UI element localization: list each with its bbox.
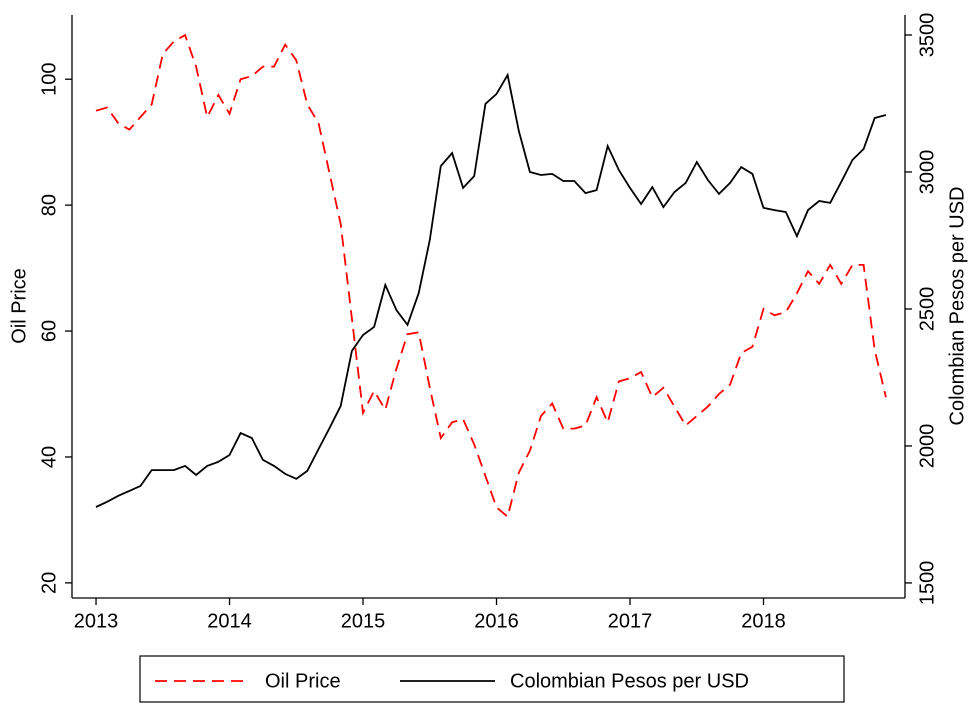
y2-axis-title: Colombian Pesos per USD bbox=[946, 187, 968, 426]
y2-tick-label: 1500 bbox=[916, 561, 938, 606]
y-tick-label: 20 bbox=[38, 572, 60, 594]
x-tick-label: 2015 bbox=[341, 610, 386, 632]
series-line bbox=[95, 33, 887, 519]
legend-label: Oil Price bbox=[265, 670, 341, 692]
y-tick-label: 60 bbox=[38, 320, 60, 342]
y-tick-label: 100 bbox=[38, 63, 60, 96]
legend-label: Colombian Pesos per USD bbox=[510, 670, 749, 692]
y2-tick-label: 3000 bbox=[916, 150, 938, 195]
x-tick-label: 2014 bbox=[207, 610, 252, 632]
x-tick-label: 2018 bbox=[741, 610, 786, 632]
y-tick-label: 40 bbox=[38, 446, 60, 468]
x-tick-label: 2016 bbox=[474, 610, 519, 632]
legend-box bbox=[139, 655, 845, 703]
y-tick-label: 80 bbox=[38, 194, 60, 216]
y2-tick-label: 2000 bbox=[916, 424, 938, 469]
x-tick-label: 2013 bbox=[74, 610, 119, 632]
x-tick-label: 2017 bbox=[608, 610, 653, 632]
y2-tick-label: 2500 bbox=[916, 287, 938, 332]
series-line bbox=[95, 72, 887, 508]
y2-tick-label: 3500 bbox=[916, 13, 938, 58]
y-axis-title: Oil Price bbox=[8, 268, 30, 344]
